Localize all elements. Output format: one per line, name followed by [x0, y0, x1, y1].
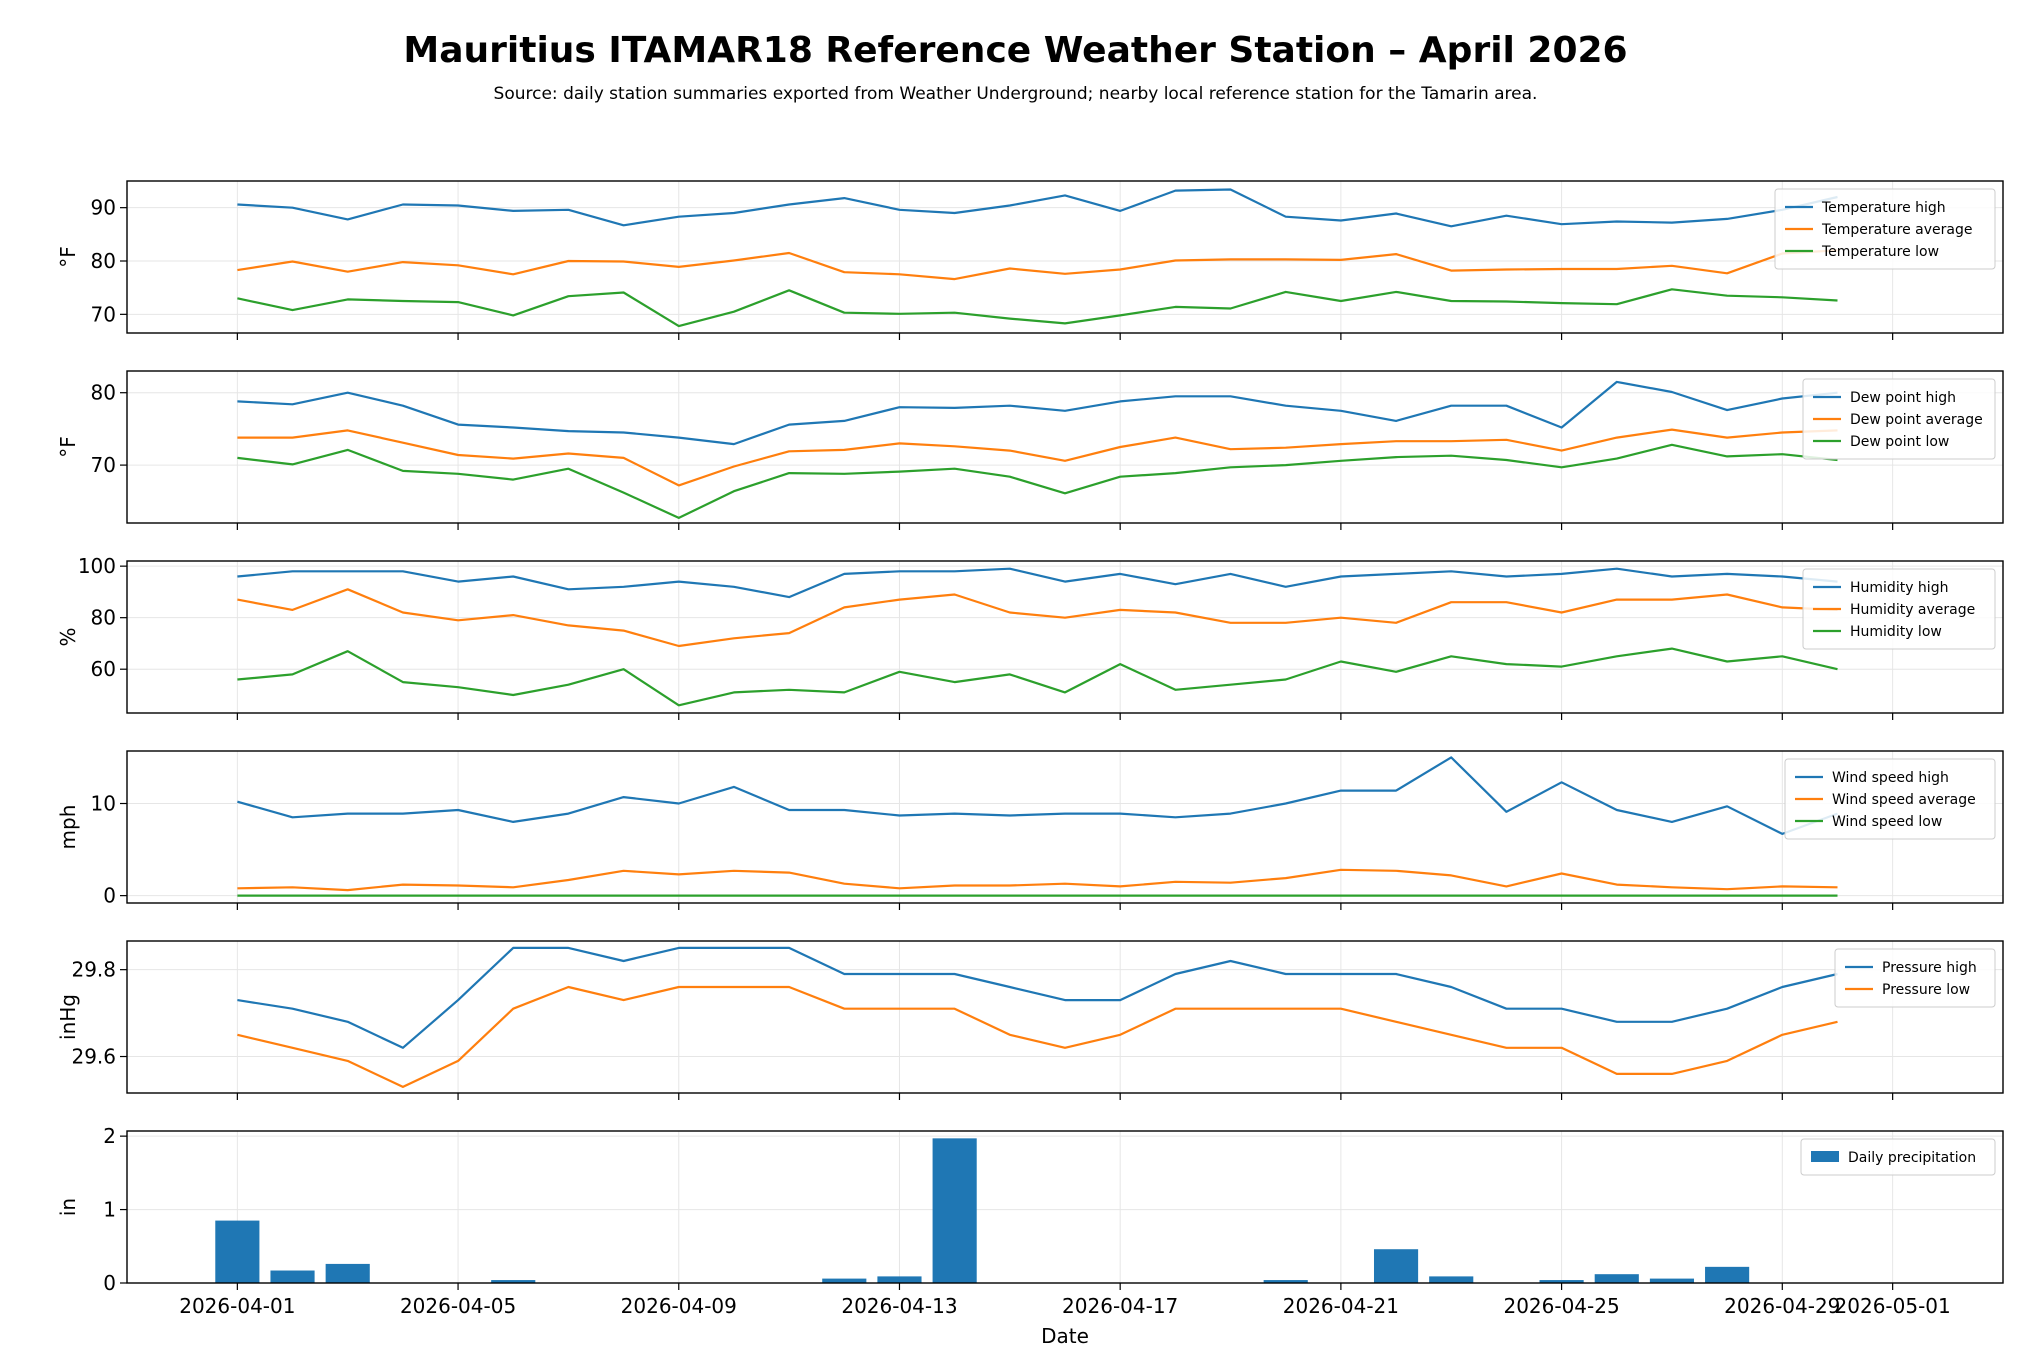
y-tick-label: 90 — [91, 196, 116, 220]
series-line-temperature-high — [237, 188, 1838, 228]
precip-bar — [1649, 1278, 1695, 1283]
series-line-dew-point-average — [237, 428, 1838, 487]
precip-bar — [1539, 1280, 1584, 1283]
y-tick-label: 0 — [103, 884, 116, 908]
precip-bar — [1594, 1274, 1639, 1283]
y-tick-label: 60 — [91, 657, 116, 681]
precip-bar — [215, 1220, 260, 1283]
series-line-humidity-average — [237, 588, 1838, 648]
precip-bar — [822, 1278, 867, 1283]
legend-label: Daily precipitation — [1848, 1150, 1976, 1166]
x-tick-label: 2026-05-01 — [1835, 1294, 1951, 1318]
legend-label: Dew point low — [1850, 434, 1949, 450]
legend-label: Temperature average — [1821, 222, 1972, 238]
plot-frame — [126, 750, 2004, 904]
series-line-humidity-low — [237, 647, 1838, 707]
series-line-pressure-high — [237, 946, 1838, 1049]
y-tick-label: 2 — [103, 1124, 116, 1148]
precip-bar — [877, 1276, 922, 1283]
legend-label: Pressure high — [1882, 960, 1977, 976]
precip-bar — [1705, 1266, 1750, 1283]
plot-frame — [126, 560, 2004, 714]
legend-label: Pressure low — [1882, 982, 1970, 998]
y-axis-label: % — [56, 627, 80, 646]
legend-label: Dew point average — [1850, 412, 1983, 428]
legend-label: Temperature high — [1821, 200, 1946, 216]
y-tick-label: 80 — [91, 249, 116, 273]
y-tick-label: 29.8 — [71, 958, 116, 982]
x-tick-label: 2026-04-29 — [1724, 1294, 1840, 1318]
legend-box — [1774, 188, 1996, 270]
plot-frame — [126, 1130, 2004, 1284]
legend-label: Dew point high — [1850, 390, 1956, 406]
y-tick-label: 10 — [91, 792, 116, 816]
y-tick-label: 100 — [78, 554, 116, 578]
legend-label: Humidity high — [1850, 580, 1948, 596]
plot-frame — [126, 180, 2004, 334]
y-tick-label: 70 — [91, 302, 116, 326]
chart-subtitle: Source: daily station summaries exported… — [493, 84, 1538, 104]
y-tick-label: 80 — [91, 606, 116, 630]
y-axis-label: mph — [56, 805, 80, 850]
chart-title: Mauritius ITAMAR18 Reference Weather Sta… — [403, 30, 1628, 71]
y-tick-label: 0 — [103, 1271, 116, 1295]
x-tick-label: 2026-04-01 — [179, 1294, 295, 1318]
x-tick-label: 2026-04-13 — [841, 1294, 957, 1318]
legend-label: Humidity low — [1850, 624, 1942, 640]
x-tick-label: 2026-04-09 — [621, 1294, 737, 1318]
precip-bar — [1263, 1280, 1308, 1283]
y-tick-label: 80 — [91, 381, 116, 405]
series-line-humidity-high — [237, 567, 1838, 599]
legend-box — [1802, 378, 1996, 460]
plot-frame — [126, 940, 2004, 1094]
y-axis-label: in — [56, 1198, 80, 1216]
series-line-temperature-average — [237, 249, 1838, 281]
series-line-wind-speed-high — [237, 756, 1838, 836]
precip-bar — [270, 1270, 315, 1283]
legend-label: Humidity average — [1850, 602, 1975, 618]
x-tick-label: 2026-04-25 — [1503, 1294, 1619, 1318]
y-tick-label: 29.6 — [71, 1045, 116, 1069]
legend-box — [1800, 1138, 1996, 1176]
legend-box — [1834, 948, 1996, 1008]
plot-frame — [126, 370, 2004, 524]
series-line-wind-speed-average — [237, 868, 1838, 892]
legend-box — [1802, 568, 1996, 650]
precip-bar — [325, 1263, 370, 1283]
series-line-pressure-low — [237, 985, 1838, 1089]
y-axis-label: °F — [56, 246, 80, 268]
y-axis-label: inHg — [56, 994, 80, 1040]
precip-bar — [1429, 1276, 1474, 1283]
legend-label: Temperature low — [1821, 244, 1939, 260]
series-line-temperature-low — [237, 288, 1838, 328]
series-line-dew-point-high — [237, 380, 1838, 446]
legend-label: Wind speed high — [1832, 770, 1949, 786]
series-line-dew-point-low — [237, 443, 1838, 520]
legend-label: Wind speed average — [1832, 792, 1976, 808]
x-tick-label: 2026-04-21 — [1283, 1294, 1399, 1318]
x-tick-label: 2026-04-05 — [400, 1294, 516, 1318]
y-axis-label: °F — [56, 436, 80, 458]
y-tick-label: 1 — [103, 1198, 116, 1222]
precip-bar — [1373, 1249, 1419, 1283]
precip-bar — [491, 1280, 536, 1283]
legend-label: Wind speed low — [1832, 814, 1942, 830]
legend-swatch — [1811, 1151, 1839, 1162]
precip-bar — [932, 1138, 977, 1283]
x-tick-label: 2026-04-17 — [1062, 1294, 1178, 1318]
legend-box — [1784, 758, 1996, 840]
x-axis-label: Date — [1041, 1324, 1089, 1348]
y-tick-label: 70 — [91, 453, 116, 477]
